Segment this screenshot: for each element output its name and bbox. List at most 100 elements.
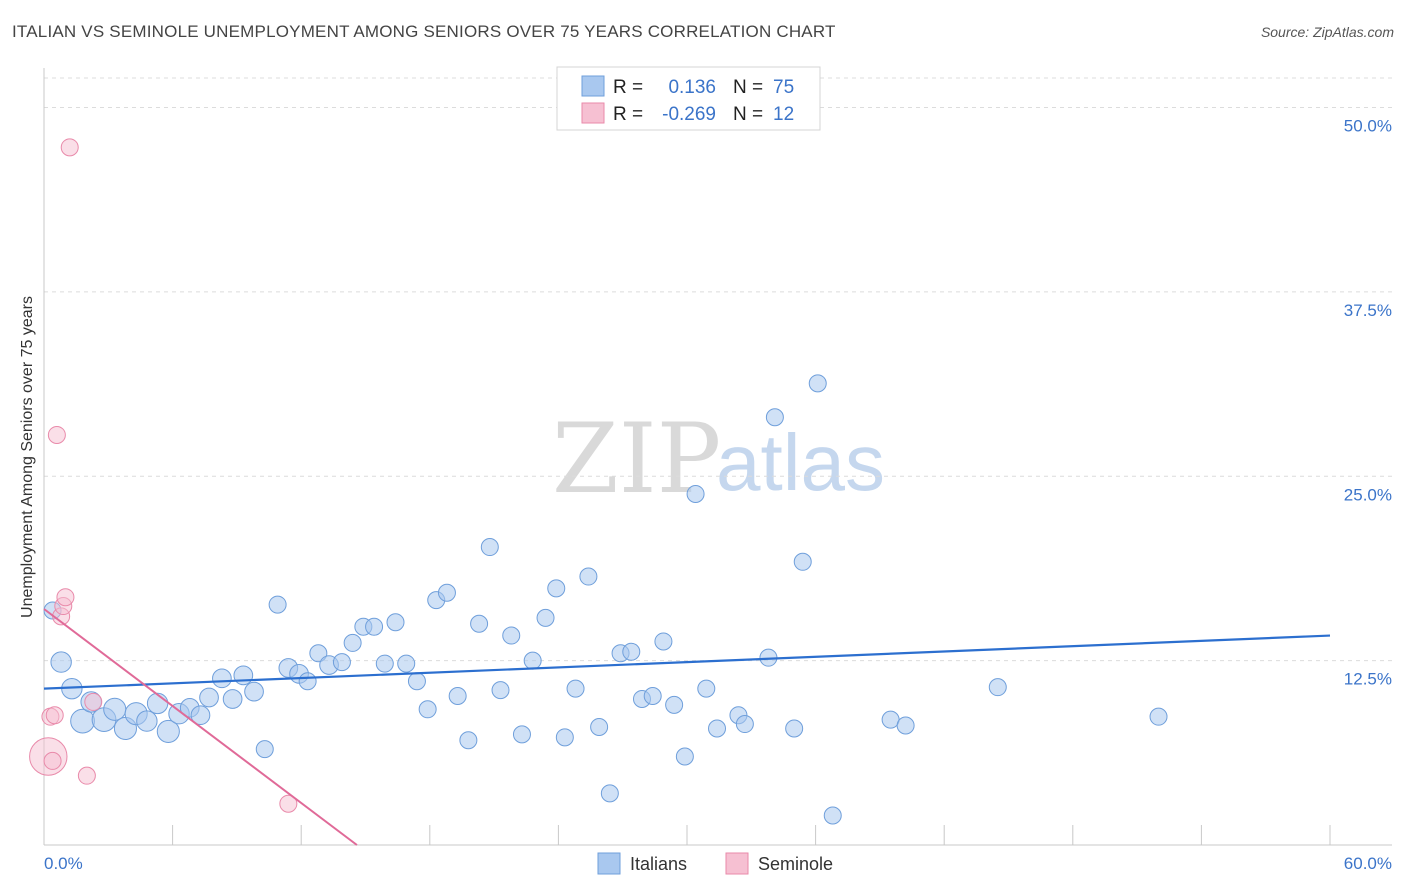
italians-point: [343, 633, 362, 652]
italians-point: [697, 679, 716, 698]
italians-point: [397, 654, 416, 673]
italians-point: [136, 710, 158, 732]
bottom-legend-label-italians: Italians: [630, 854, 687, 874]
italians-point: [375, 654, 394, 673]
italians-point: [309, 644, 328, 663]
italians-point: [566, 679, 585, 698]
legend-r-label-seminole: R =: [613, 104, 643, 125]
italians-trend-line: [43, 634, 1331, 690]
italians-point: [547, 579, 566, 598]
italians-point: [735, 715, 754, 734]
italians-point: [332, 653, 351, 672]
italians-point: [407, 672, 426, 691]
italians-point: [70, 708, 95, 734]
italians-point: [491, 681, 510, 700]
seminole-point: [47, 425, 66, 444]
italians-point: [268, 595, 287, 614]
italians-point: [555, 728, 574, 747]
bottom-legend-swatch-italians: [597, 852, 621, 875]
italians-point: [988, 678, 1007, 697]
italians-point: [665, 695, 684, 714]
italians-point: [502, 626, 521, 645]
x-axis-ticks: [43, 825, 1331, 845]
italians-point: [785, 719, 804, 738]
italians-point: [199, 687, 219, 708]
italians-point: [233, 665, 254, 686]
italians-point: [643, 687, 662, 706]
italians-point: [50, 651, 72, 673]
x-tick-label-min: 0.0%: [44, 854, 83, 873]
y-tick-label: 37.5%: [1344, 301, 1392, 320]
legend-r-label-italians: R =: [613, 77, 643, 98]
bottom-legend-label-seminole: Seminole: [758, 854, 833, 874]
bottom-legend-swatch-seminole: [725, 852, 749, 875]
italians-point: [470, 614, 489, 633]
italians-point: [765, 408, 784, 427]
italians-point: [881, 710, 900, 729]
italians-point: [622, 642, 641, 661]
italians-point: [386, 613, 405, 632]
seminole-point: [60, 138, 79, 157]
italians-point: [808, 374, 827, 393]
italians-point: [459, 731, 478, 750]
italians-point: [823, 806, 842, 825]
series-legend: Italians Seminole: [597, 852, 833, 875]
italians-point: [523, 651, 542, 670]
seminole-trend-line: [43, 608, 358, 846]
italians-point: [512, 725, 531, 744]
legend-n-label-italians: N =: [733, 77, 763, 98]
italians-point: [156, 719, 180, 743]
italians-point: [590, 718, 609, 736]
legend-n-value-seminole: 12: [773, 104, 794, 125]
watermark-atlas: atlas: [716, 418, 885, 507]
watermark: ZIP atlas: [552, 403, 885, 515]
legend-swatch-italians: [581, 75, 605, 97]
italians-point: [579, 567, 598, 586]
seminole-point: [45, 706, 64, 725]
grid-lines: [44, 77, 1392, 662]
chart-source: Source: ZipAtlas.com: [1260, 24, 1394, 40]
italians-point: [190, 705, 211, 726]
italians-point: [418, 700, 437, 719]
italians-point: [686, 484, 705, 503]
italians-point: [708, 719, 727, 738]
italians-point: [103, 697, 127, 721]
italians-point: [222, 689, 243, 709]
seminole-point: [279, 794, 298, 813]
italians-point: [600, 784, 619, 803]
y-axis-tick-labels: 12.5% 25.0% 37.5% 50.0%: [1344, 117, 1392, 689]
y-axis-label: Unemployment Among Seniors over 75 years: [19, 296, 36, 618]
legend-r-value-seminole: -0.269: [662, 104, 716, 125]
legend-swatch-seminole: [581, 102, 605, 124]
italians-point: [536, 608, 555, 627]
italians-point: [896, 716, 915, 735]
italians-point: [480, 538, 499, 557]
trend-lines: [43, 608, 1331, 846]
y-tick-label: 25.0%: [1344, 485, 1392, 504]
seminole-point: [43, 751, 62, 770]
legend-r-value-italians: 0.136: [668, 77, 716, 98]
italians-point: [365, 617, 384, 636]
seminole-point: [77, 766, 96, 785]
seminole-point: [84, 692, 103, 711]
seminole-point: [56, 588, 75, 607]
legend-n-value-italians: 75: [773, 77, 794, 98]
italians-point: [448, 687, 467, 706]
seminole-points: [29, 138, 298, 813]
italians-point: [654, 632, 673, 651]
italians-point: [298, 672, 317, 691]
italians-point: [255, 740, 274, 759]
italians-point: [244, 681, 264, 702]
correlation-legend: R = 0.136 N = 75 R = -0.269 N = 12: [556, 66, 821, 131]
y-tick-label: 50.0%: [1344, 117, 1392, 136]
chart-title: ITALIAN VS SEMINOLE UNEMPLOYMENT AMONG S…: [12, 22, 836, 41]
italians-point: [212, 668, 232, 689]
x-tick-label-max: 60.0%: [1344, 854, 1392, 873]
italians-point: [793, 552, 812, 571]
legend-n-label-seminole: N =: [733, 104, 763, 125]
italians-point: [437, 583, 456, 602]
italians-point: [146, 692, 169, 715]
y-tick-label: 12.5%: [1344, 670, 1392, 689]
italians-point: [1149, 707, 1168, 726]
